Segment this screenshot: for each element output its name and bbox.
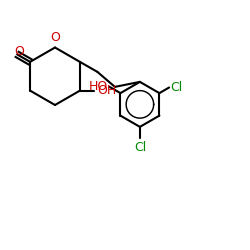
Text: HO: HO <box>89 80 108 94</box>
Text: Cl: Cl <box>170 81 183 94</box>
Text: OH: OH <box>98 84 117 97</box>
Text: O: O <box>50 31 60 44</box>
Text: Cl: Cl <box>134 141 146 154</box>
Text: O: O <box>15 46 24 58</box>
